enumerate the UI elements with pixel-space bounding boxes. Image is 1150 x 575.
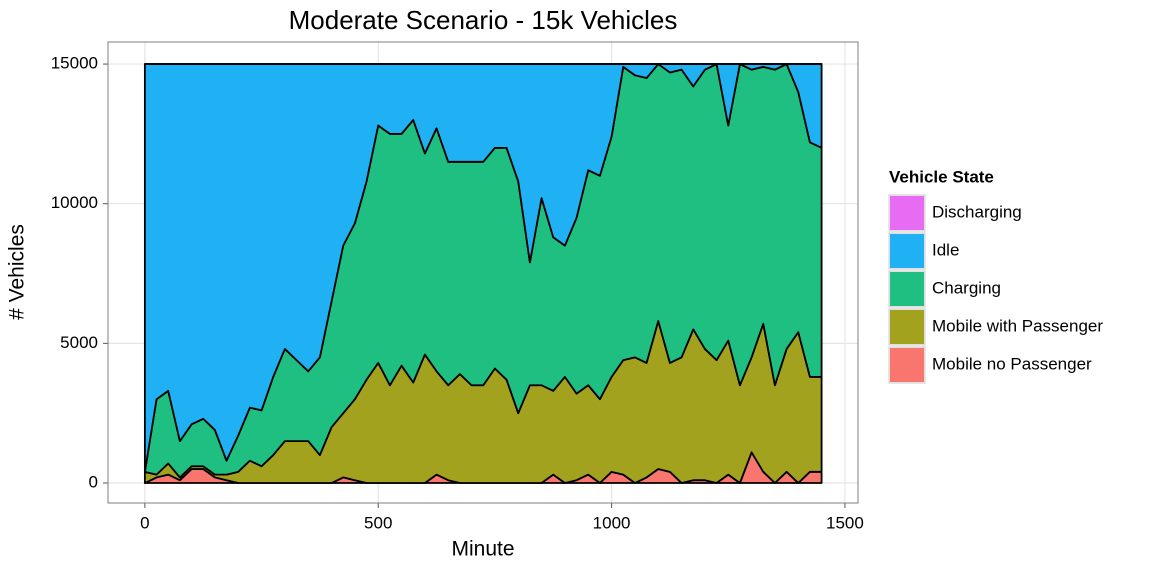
y-tick-label: 10000	[51, 193, 98, 212]
legend-swatch	[890, 234, 924, 268]
y-tick-label: 0	[89, 472, 98, 491]
legend-title: Vehicle State	[889, 167, 994, 186]
y-tick-label: 5000	[60, 333, 98, 352]
legend-label: Idle	[932, 240, 959, 259]
legend-swatch	[890, 348, 924, 382]
legend-label: Mobile with Passenger	[932, 316, 1103, 335]
legend-label: Charging	[932, 278, 1001, 297]
x-axis-label: Minute	[451, 538, 514, 561]
legend-swatch	[890, 272, 924, 306]
x-tick-label: 1000	[593, 513, 631, 532]
y-tick-label: 15000	[51, 54, 98, 73]
legend-swatch	[890, 310, 924, 344]
chart-title: Moderate Scenario - 15k Vehicles	[289, 5, 678, 35]
x-tick-label: 500	[364, 513, 392, 532]
plot-border	[107, 41, 859, 504]
legend-swatch	[890, 196, 924, 230]
legend-label: Discharging	[932, 202, 1022, 221]
x-tick-label: 1500	[826, 513, 864, 532]
legend-label: Mobile no Passenger	[932, 354, 1092, 373]
y-axis-label: # Vehicles	[6, 224, 29, 320]
x-tick-label: 0	[140, 513, 149, 532]
